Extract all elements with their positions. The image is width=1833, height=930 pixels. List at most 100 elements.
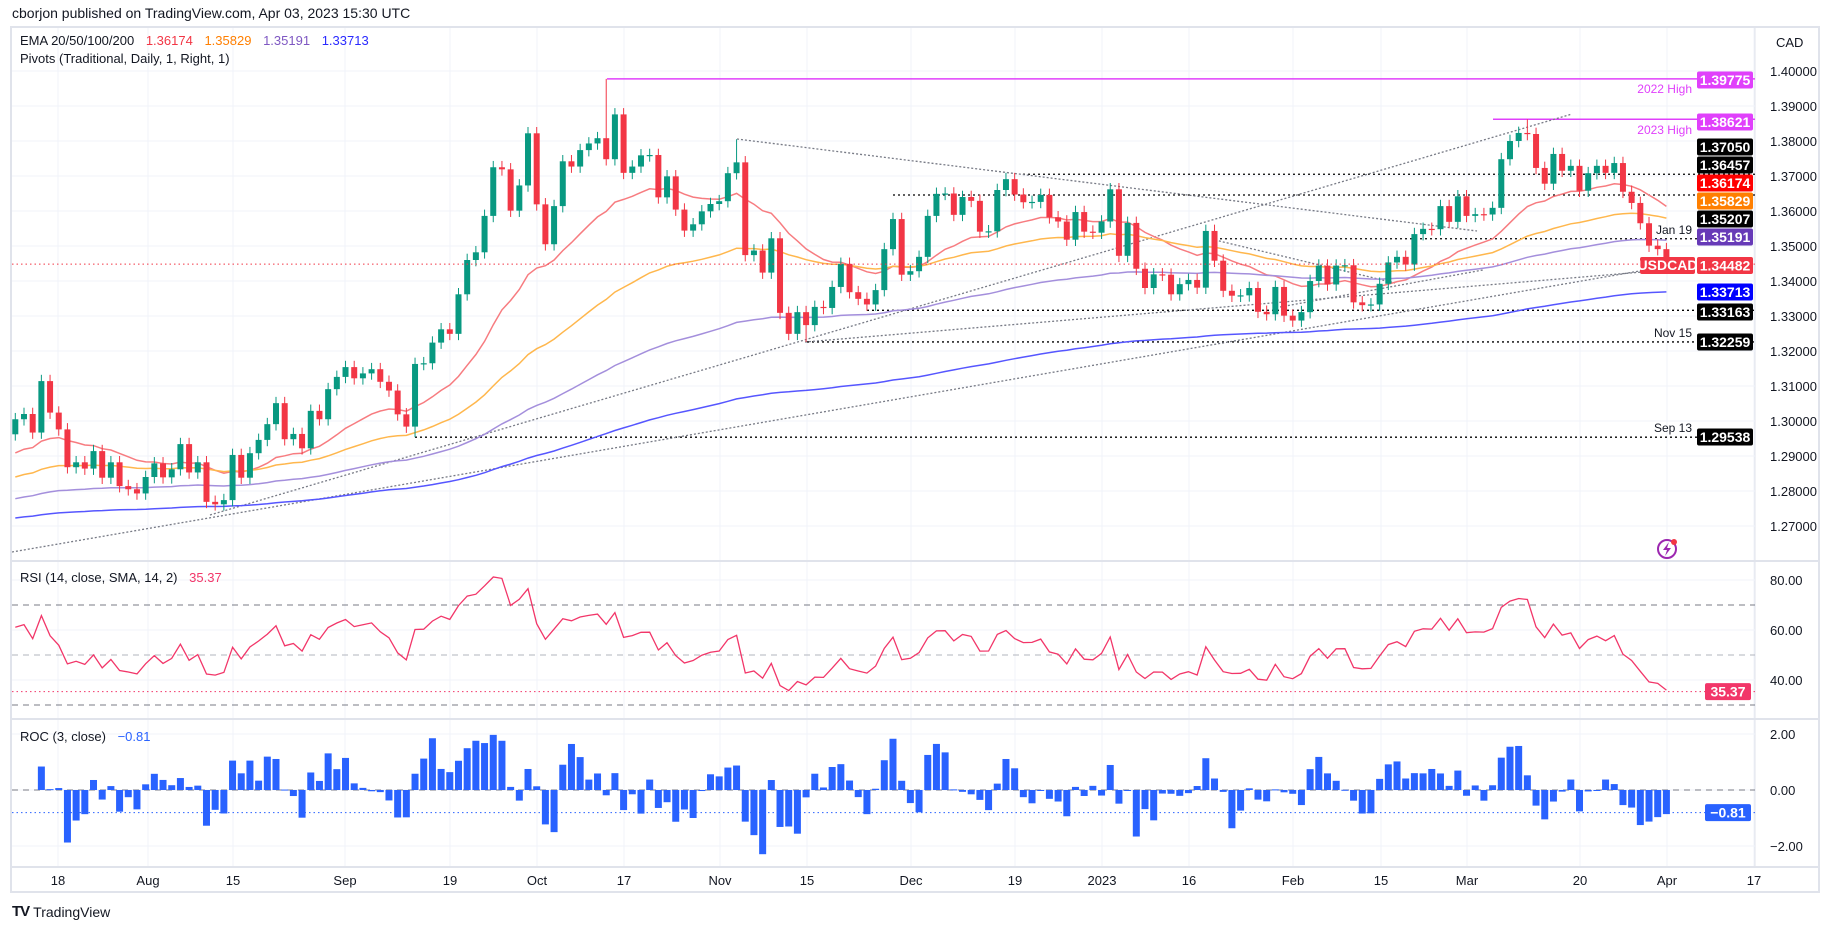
candle-body — [1307, 281, 1314, 313]
candle-body — [325, 389, 332, 420]
roc-bar — [472, 740, 480, 790]
candle-body — [568, 161, 575, 167]
price-label-pivot: 1.37050 — [1700, 139, 1751, 155]
roc-bar — [1054, 790, 1062, 802]
pivots-legend[interactable]: Pivots (Traditional, Daily, 1, Right, 1) — [20, 51, 238, 66]
ema-legend-label: EMA 20/50/100/200 — [20, 33, 135, 48]
candle-body — [733, 162, 740, 174]
x-tick-label: 19 — [1008, 873, 1022, 888]
candle-body — [1472, 214, 1479, 216]
price-note: Sep 13 — [1654, 421, 1692, 435]
candle-body — [1437, 206, 1444, 230]
x-tick-label: 19 — [443, 873, 457, 888]
candle-body — [794, 312, 801, 334]
candle-body — [516, 185, 523, 211]
roc-bar — [402, 790, 410, 818]
candle-body — [455, 294, 462, 334]
roc-bar — [776, 790, 784, 827]
ema200-value: 1.33713 — [321, 33, 369, 48]
roc-bar — [1063, 790, 1071, 817]
roc-bar — [1384, 764, 1392, 790]
x-tick-label: Nov — [708, 873, 732, 888]
roc-bar — [620, 790, 628, 811]
candle-body — [1402, 256, 1409, 265]
candle-body — [620, 114, 627, 173]
roc-bar — [680, 790, 688, 810]
candle-body — [186, 444, 193, 473]
candle-body — [1324, 265, 1331, 285]
candle-body — [1168, 274, 1175, 295]
roc-bar — [1176, 790, 1184, 796]
roc-bar — [1132, 790, 1140, 837]
roc-legend[interactable]: ROC (3, close) −0.81 — [20, 729, 159, 744]
roc-bar — [733, 765, 741, 790]
candle-body — [1298, 312, 1305, 321]
candle-body — [1385, 262, 1392, 284]
roc-bar — [1619, 790, 1627, 806]
roc-bar — [1515, 745, 1523, 790]
candle-body — [1367, 304, 1374, 306]
rsi-legend[interactable]: RSI (14, close, SMA, 14, 2) 35.37 — [20, 570, 230, 585]
candle-body — [255, 439, 262, 454]
roc-bar — [1211, 778, 1219, 790]
tradingview-logo[interactable]: TV TradingView — [12, 903, 110, 920]
chart-frame — [10, 26, 1820, 893]
roc-bar — [1158, 790, 1166, 794]
candle-body — [1194, 279, 1201, 288]
ema20-value: 1.36174 — [145, 33, 193, 48]
roc-bar — [1245, 788, 1253, 790]
lightning-icon[interactable] — [1657, 539, 1677, 559]
candle-body — [1098, 221, 1105, 233]
x-tick-label: 17 — [1747, 873, 1761, 888]
candle-body — [281, 403, 288, 440]
candle-body — [1150, 274, 1157, 288]
candle-body — [246, 453, 253, 478]
x-tick-label: 15 — [226, 873, 240, 888]
roc-bar — [246, 760, 254, 790]
roc-bar — [976, 790, 984, 800]
candle-body — [385, 381, 392, 391]
price-note: 2023 High — [1637, 123, 1692, 137]
price-tick-label: 1.30000 — [1770, 414, 1817, 429]
roc-bar — [237, 773, 245, 790]
x-tick-label: Mar — [1456, 873, 1479, 888]
roc-bar — [394, 790, 402, 818]
candle-body — [264, 424, 271, 440]
candle-body — [1394, 256, 1401, 263]
price-label-box — [1697, 156, 1753, 174]
roc-bar — [1393, 761, 1401, 790]
roc-bar — [533, 786, 541, 790]
candle-body — [829, 286, 836, 308]
price-label-ema200: 1.33713 — [1700, 284, 1751, 300]
candle-body — [1237, 295, 1244, 297]
candle-body — [116, 462, 123, 487]
roc-bar — [289, 790, 297, 797]
candle-body — [90, 451, 97, 469]
price-label-pivot: 1.36457 — [1700, 157, 1751, 173]
candle-body — [985, 231, 992, 233]
candle-body — [759, 250, 766, 273]
candle-body — [1020, 194, 1027, 203]
roc-bar — [880, 760, 888, 790]
candle-body — [55, 412, 62, 430]
roc-bar — [950, 789, 958, 791]
price-axis[interactable]: 18 Aug 15 Sep 19 Oct 17 Nov 15 Dec 19 2023 16 Feb 15 Ma… — [51, 35, 1817, 888]
candle-body — [99, 451, 106, 478]
candle-body — [1541, 167, 1548, 184]
x-tick-label: Oct — [527, 873, 548, 888]
roc-bar — [898, 780, 906, 790]
price-label-last: 1.34482 — [1700, 258, 1751, 274]
roc-bar — [889, 738, 897, 790]
candle-body — [220, 500, 227, 505]
candle-body — [1619, 163, 1626, 192]
x-tick-label: Apr — [1657, 873, 1678, 888]
ema-legend[interactable]: EMA 20/50/100/200 1.36174 1.35829 1.3519… — [20, 33, 377, 48]
price-label-pivot: 1.32259 — [1700, 334, 1751, 350]
roc-bar — [707, 774, 714, 790]
roc-value-box — [1705, 804, 1751, 822]
candle-body — [64, 429, 71, 468]
candle-body — [855, 292, 862, 299]
roc-bar — [1071, 786, 1079, 790]
candle-body — [47, 381, 54, 413]
